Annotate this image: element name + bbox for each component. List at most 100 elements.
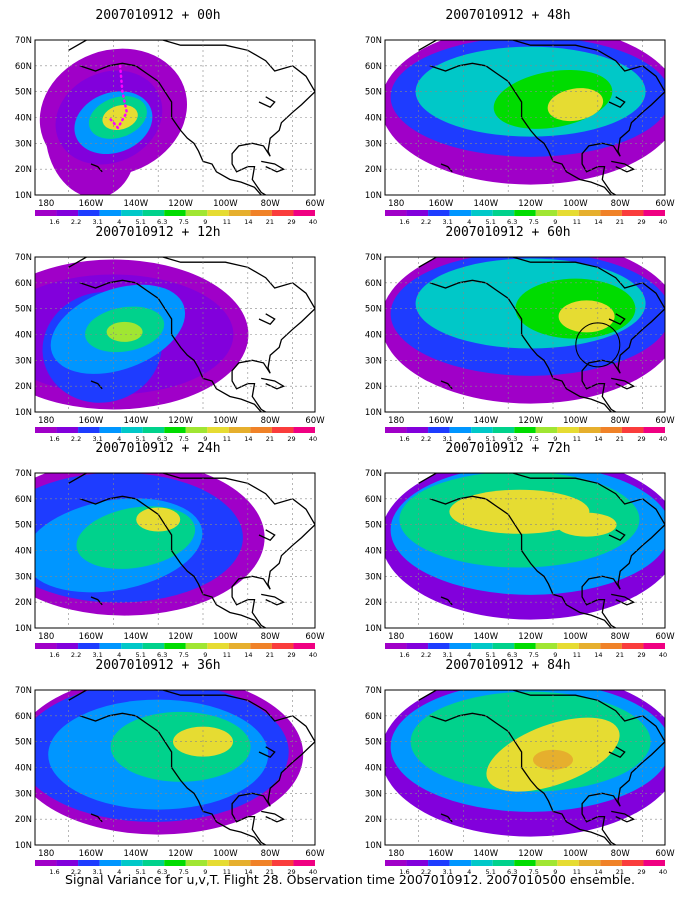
colorbar-swatch: [514, 860, 536, 866]
colorbar-swatch: [643, 860, 665, 866]
map-panel: 70N 60N 50N 40N 30N 20N 10N 180 160W 140W 120W 100W…: [365, 253, 675, 443]
colorbar-swatch: [406, 427, 429, 433]
colorbar-label: 9: [203, 218, 207, 226]
colorbar-label: 40: [659, 868, 667, 876]
lat-label: 10N: [15, 841, 32, 851]
colorbar-label: 11: [223, 651, 231, 659]
lat-label: 40N: [365, 331, 382, 341]
colorbar-label: 1.6: [399, 868, 409, 876]
colorbar-label: 9: [553, 868, 557, 876]
colorbar-label: 9: [203, 435, 207, 443]
colorbar-swatch: [492, 643, 515, 649]
colorbar-swatch: [406, 643, 429, 649]
colorbar-swatch: [643, 643, 665, 649]
colorbar-label: 3.1: [92, 868, 102, 876]
colorbar-label: 6.3: [507, 868, 517, 876]
lat-label: 10N: [15, 408, 32, 418]
panel-60h: 2007010912 + 60h 70N 60N 50N 40N 30N 20N 10N 18…: [350, 225, 680, 443]
colorbar-swatch: [385, 210, 407, 216]
colorbar-swatch: [557, 427, 579, 433]
colorbar-swatch: [385, 643, 407, 649]
lon-label: 180: [38, 632, 54, 642]
lat-label: 40N: [15, 331, 32, 341]
colorbar-swatch: [185, 643, 208, 649]
lon-label: 60W: [655, 632, 675, 642]
lon-label: 160W: [79, 199, 104, 209]
colorbar-label: 2.2: [71, 218, 81, 226]
colorbar-label: 9: [203, 868, 207, 876]
lat-label: 10N: [15, 191, 32, 201]
colorbar-swatch: [492, 427, 515, 433]
coastline: [418, 40, 665, 195]
colorbar-label: 14: [244, 218, 252, 226]
colorbar-swatch: [600, 860, 622, 866]
lon-label: 160W: [429, 632, 454, 642]
lon-label: 80W: [261, 849, 281, 859]
colorbar-label: 9: [553, 651, 557, 659]
colorbar-label: 3.1: [92, 435, 102, 443]
colorbar-swatch: [142, 643, 165, 649]
colorbar-label: 6.3: [507, 435, 517, 443]
colorbar-label: 3.1: [92, 218, 102, 226]
gridlines: [385, 257, 665, 412]
colorbar-swatch: [271, 210, 294, 216]
colorbar-label: 21: [266, 435, 274, 443]
colorbar-label: 4: [117, 868, 121, 876]
lon-label: 140W: [473, 199, 498, 209]
lat-label: 10N: [365, 624, 382, 634]
lat-label: 60N: [365, 495, 382, 505]
map-frame: [34, 472, 316, 629]
colorbar-label: 4: [467, 868, 471, 876]
colorbar-label: 29: [287, 218, 295, 226]
panel-title: 2007010912 + 24h: [95, 441, 221, 456]
colorbar-label: 11: [223, 868, 231, 876]
colorbar-label: 3.1: [442, 868, 452, 876]
colorbar-swatch: [293, 427, 315, 433]
gridlines: [385, 473, 665, 628]
lat-label: 30N: [365, 572, 382, 582]
colorbar-swatch: [78, 427, 100, 433]
colorbar-label: 14: [594, 218, 602, 226]
colorbar-label: 3.1: [442, 435, 452, 443]
colorbar-swatch: [406, 860, 429, 866]
lon-label: 80W: [611, 199, 631, 209]
colorbar-label: 11: [573, 435, 581, 443]
colorbar-swatch: [578, 860, 601, 866]
colorbar-label: 14: [244, 435, 252, 443]
colorbar-label: 4: [117, 435, 121, 443]
colorbar-label: 4: [117, 651, 121, 659]
lat-label: 60N: [365, 62, 382, 72]
lon-label: 120W: [518, 416, 543, 426]
colorbar-label: 5.1: [136, 435, 146, 443]
colorbar-label: 1.6: [49, 435, 59, 443]
lat-label: 50N: [365, 738, 382, 748]
lon-label: 120W: [518, 632, 543, 642]
colorbar-label: 7.5: [179, 435, 189, 443]
colorbar-swatch: [514, 210, 536, 216]
observation-circle: [575, 322, 621, 368]
colorbar-label: 2.2: [421, 868, 431, 876]
colorbar-swatch: [164, 427, 186, 433]
lon-label: 180: [38, 416, 54, 426]
lon-label: 100W: [563, 632, 588, 642]
lat-label: 20N: [15, 598, 32, 608]
lon-label: 60W: [305, 849, 325, 859]
colorbar-label: 29: [637, 651, 645, 659]
variance-field: [35, 690, 315, 845]
colorbar-label: 2.2: [421, 651, 431, 659]
panel-title: 2007010912 + 12h: [95, 225, 221, 240]
map-frame: [34, 39, 316, 196]
lat-label: 20N: [365, 165, 382, 175]
colorbar-swatch: [271, 427, 294, 433]
lon-label: 160W: [79, 416, 104, 426]
colorbar-label: 7.5: [529, 651, 539, 659]
colorbar-swatch: [385, 860, 407, 866]
colorbar-swatch: [471, 860, 493, 866]
coastline: [68, 40, 315, 195]
lon-label: 180: [388, 632, 404, 642]
lon-label: 140W: [473, 632, 498, 642]
lat-label: 50N: [15, 305, 32, 315]
colorbar-label: 14: [594, 651, 602, 659]
lon-label: 120W: [168, 199, 193, 209]
colorbar-swatch: [78, 210, 100, 216]
